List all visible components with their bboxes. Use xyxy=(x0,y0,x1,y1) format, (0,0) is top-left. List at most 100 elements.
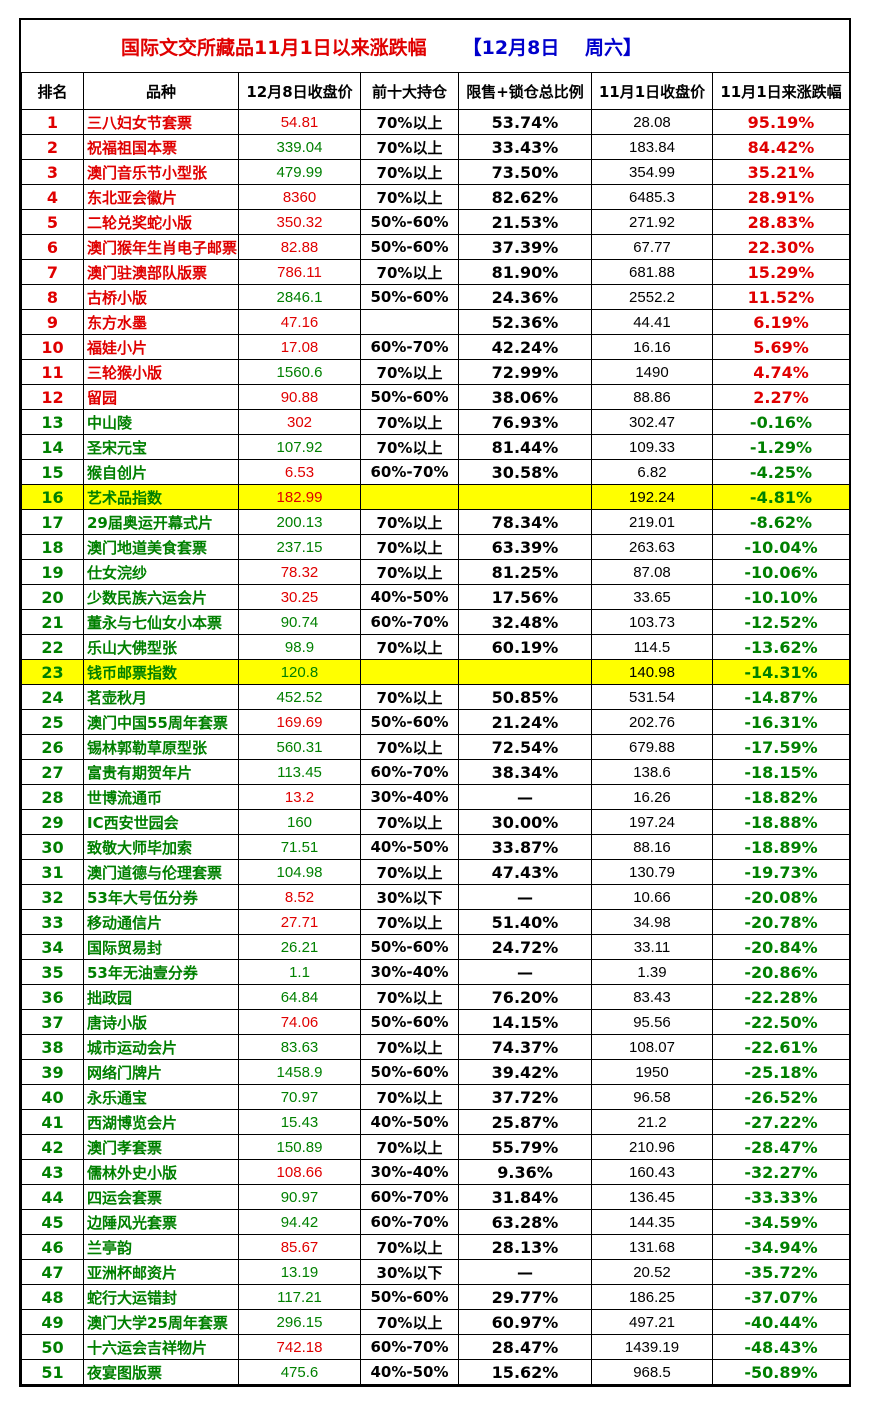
name-cell: 中山陵 xyxy=(83,409,239,435)
change-cell: -18.88% xyxy=(712,809,850,835)
rank-cell: 1 xyxy=(21,109,84,135)
name-cell: 澳门猴年生肖电子邮票 xyxy=(83,234,239,260)
lock-ratio-cell: — xyxy=(458,1259,592,1285)
prev-close-cell: 16.26 xyxy=(591,784,713,810)
holding-cell: 70%以上 xyxy=(360,1309,459,1335)
prev-close-cell: 6485.3 xyxy=(591,184,713,210)
ranking-table: 排名 品种 12月8日收盘价 前十大持仓 限售+锁仓总比例 11月1日收盘价 1… xyxy=(21,72,850,1385)
prev-close-cell: 20.52 xyxy=(591,1259,713,1285)
change-cell: -25.18% xyxy=(712,1059,850,1085)
name-cell: 53年无油壹分券 xyxy=(83,959,239,985)
holding-cell: 70%以上 xyxy=(360,109,459,135)
name-cell: 国际贸易封 xyxy=(83,934,239,960)
rank-cell: 42 xyxy=(21,1134,84,1160)
prev-close-cell: 354.99 xyxy=(591,159,713,185)
rank-cell: 40 xyxy=(21,1084,84,1110)
rank-cell: 11 xyxy=(21,359,84,385)
page-title: 国际文交所藏品11月1日以来涨跌幅 xyxy=(121,36,427,59)
change-cell: 11.52% xyxy=(712,284,850,310)
close-price-cell: 104.98 xyxy=(238,859,361,885)
holding-cell: 50%-60% xyxy=(360,1009,459,1035)
holding-cell: 70%以上 xyxy=(360,1034,459,1060)
close-price-cell: 82.88 xyxy=(238,234,361,260)
name-cell: 唐诗小版 xyxy=(83,1009,239,1035)
name-cell: 仕女浣纱 xyxy=(83,559,239,585)
holding-cell: 70%以上 xyxy=(360,684,459,710)
lock-ratio-cell: 47.43% xyxy=(458,859,592,885)
prev-close-cell: 83.43 xyxy=(591,984,713,1010)
name-cell: 猴自创片 xyxy=(83,459,239,485)
name-cell: 茗壶秋月 xyxy=(83,684,239,710)
change-cell: -37.07% xyxy=(712,1284,850,1310)
lock-ratio-cell: 33.43% xyxy=(458,134,592,160)
table-row: 36 拙政园 64.84 70%以上 76.20% 83.43 -22.28% xyxy=(21,984,850,1010)
rank-cell: 39 xyxy=(21,1059,84,1085)
name-cell: 致敬大师毕加索 xyxy=(83,834,239,860)
change-cell: 95.19% xyxy=(712,109,850,135)
header-top10-holding: 前十大持仓 xyxy=(360,72,459,110)
close-price-cell: 237.15 xyxy=(238,534,361,560)
name-cell: 29届奥运开幕式片 xyxy=(83,509,239,535)
name-cell: 移动通信片 xyxy=(83,909,239,935)
name-cell: 四运会套票 xyxy=(83,1184,239,1210)
prev-close-cell: 21.2 xyxy=(591,1109,713,1135)
rank-cell: 49 xyxy=(21,1309,84,1335)
rank-cell: 17 xyxy=(21,509,84,535)
table-row: 50 十六运会吉祥物片 742.18 60%-70% 28.47% 1439.19 -48.… xyxy=(21,1334,850,1360)
change-cell: -35.72% xyxy=(712,1259,850,1285)
table-row: 38 城市运动会片 83.63 70%以上 74.37% 108.07 -22.61% xyxy=(21,1034,850,1060)
change-cell: -10.06% xyxy=(712,559,850,585)
holding-cell: 50%-60% xyxy=(360,284,459,310)
prev-close-cell: 186.25 xyxy=(591,1284,713,1310)
prev-close-cell: 33.11 xyxy=(591,934,713,960)
lock-ratio-cell: 37.72% xyxy=(458,1084,592,1110)
header-lock-ratio: 限售+锁仓总比例 xyxy=(458,72,592,110)
holding-cell: 40%-50% xyxy=(360,1359,459,1385)
lock-ratio-cell: 37.39% xyxy=(458,234,592,260)
rank-cell: 5 xyxy=(21,209,84,235)
holding-cell: 30%-40% xyxy=(360,784,459,810)
name-cell: 澳门大学25周年套票 xyxy=(83,1309,239,1335)
name-cell: 留园 xyxy=(83,384,239,410)
change-cell: -4.25% xyxy=(712,459,850,485)
name-cell: IC西安世园会 xyxy=(83,809,239,835)
close-price-cell: 160 xyxy=(238,809,361,835)
name-cell: 边陲风光套票 xyxy=(83,1209,239,1235)
lock-ratio-cell: 42.24% xyxy=(458,334,592,360)
prev-close-cell: 183.84 xyxy=(591,134,713,160)
close-price-cell: 78.32 xyxy=(238,559,361,585)
close-price-cell: 113.45 xyxy=(238,759,361,785)
table-row: 21 董永与七仙女小本票 90.74 60%-70% 32.48% 103.73 -12.5… xyxy=(21,609,850,635)
prev-close-cell: 1950 xyxy=(591,1059,713,1085)
prev-close-cell: 88.86 xyxy=(591,384,713,410)
prev-close-cell: 33.65 xyxy=(591,584,713,610)
close-price-cell: 83.63 xyxy=(238,1034,361,1060)
lock-ratio-cell xyxy=(458,659,592,685)
change-cell: -27.22% xyxy=(712,1109,850,1135)
lock-ratio-cell: 74.37% xyxy=(458,1034,592,1060)
name-cell: 东方水墨 xyxy=(83,309,239,335)
rank-cell: 13 xyxy=(21,409,84,435)
lock-ratio-cell: 73.50% xyxy=(458,159,592,185)
change-cell: -14.87% xyxy=(712,684,850,710)
lock-ratio-cell: 76.20% xyxy=(458,984,592,1010)
table-row: 34 国际贸易封 26.21 50%-60% 24.72% 33.11 -20.84% xyxy=(21,934,850,960)
rank-cell: 29 xyxy=(21,809,84,835)
table-row: 18 澳门地道美食套票 237.15 70%以上 63.39% 263.63 -10.04% xyxy=(21,534,850,560)
lock-ratio-cell: 15.62% xyxy=(458,1359,592,1385)
table-row: 41 西湖博览会片 15.43 40%-50% 25.87% 21.2 -27.22% xyxy=(21,1109,850,1135)
close-price-cell: 560.31 xyxy=(238,734,361,760)
prev-close-cell: 130.79 xyxy=(591,859,713,885)
close-price-cell: 71.51 xyxy=(238,834,361,860)
lock-ratio-cell: 32.48% xyxy=(458,609,592,635)
rank-cell: 27 xyxy=(21,759,84,785)
change-cell: -0.16% xyxy=(712,409,850,435)
prev-close-cell: 10.66 xyxy=(591,884,713,910)
holding-cell: 70%以上 xyxy=(360,909,459,935)
rank-cell: 20 xyxy=(21,584,84,610)
lock-ratio-cell: 72.99% xyxy=(458,359,592,385)
prev-close-cell: 28.08 xyxy=(591,109,713,135)
change-cell: -48.43% xyxy=(712,1334,850,1360)
holding-cell: 50%-60% xyxy=(360,384,459,410)
holding-cell: 70%以上 xyxy=(360,434,459,460)
